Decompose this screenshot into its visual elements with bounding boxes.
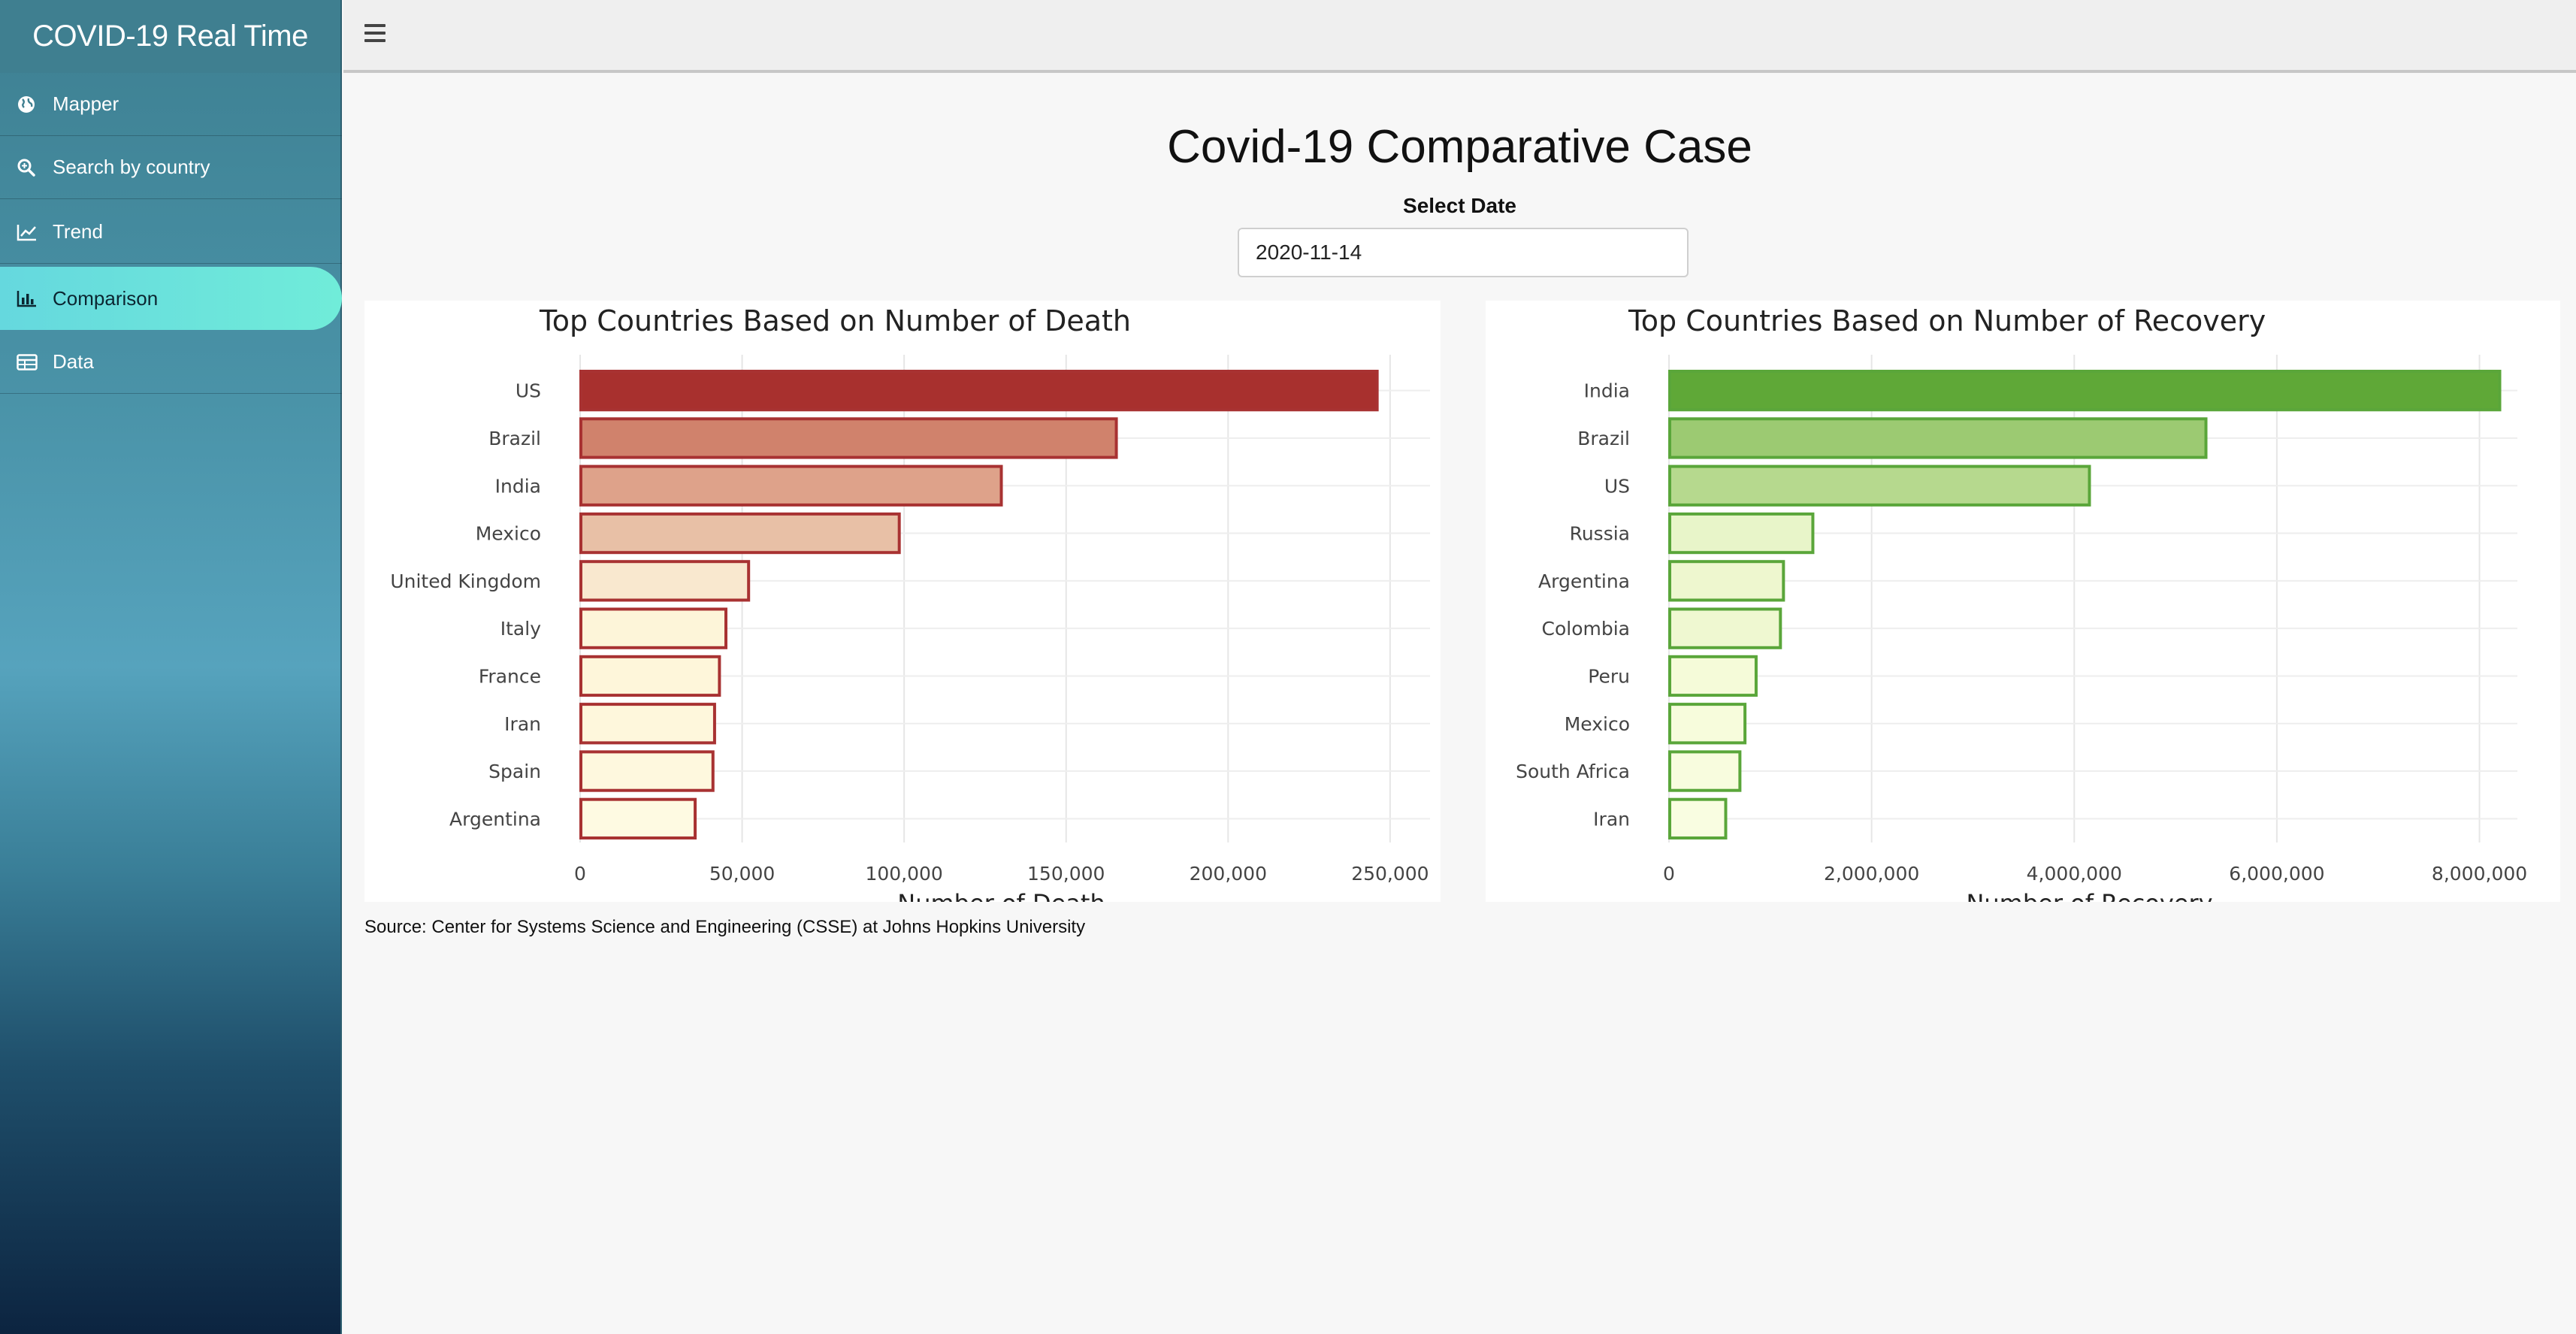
app-title: COVID-19 Real Time [0, 0, 340, 73]
bar[interactable] [1668, 417, 2208, 459]
bar[interactable] [579, 703, 716, 745]
chart-title: Top Countries Based on Number of Recover… [1628, 304, 2266, 337]
source-note: Source: Center for Systems Science and E… [364, 917, 1086, 937]
x-tick-label: 150,000 [1027, 863, 1105, 885]
bar[interactable] [1668, 370, 2502, 412]
search-icon [17, 158, 50, 177]
bar[interactable] [579, 750, 715, 792]
x-tick-label: 250,000 [1351, 863, 1429, 885]
x-tick-label: 2,000,000 [1824, 863, 1919, 885]
x-tick-label: 6,000,000 [2229, 863, 2324, 885]
category-label: Peru [1588, 665, 1630, 687]
category-label: India [495, 475, 541, 497]
sidebar-item-label: Trend [53, 220, 103, 243]
bar[interactable] [1668, 512, 1815, 555]
bar[interactable] [579, 797, 697, 840]
category-label: Russia [1570, 523, 1630, 545]
top-bar [343, 0, 2576, 73]
category-label: US [516, 380, 541, 402]
date-label: Select Date [1403, 194, 1516, 217]
category-label: Colombia [1542, 618, 1630, 640]
recovery-chart-svg: Top Countries Based on Number of Recover… [1516, 304, 2527, 902]
category-label: Iran [1593, 808, 1630, 830]
bar[interactable] [1668, 703, 1747, 745]
table-icon [17, 353, 50, 371]
category-label: Brazil [1577, 428, 1630, 449]
sidebar-item-trend[interactable]: Trend [0, 201, 342, 264]
category-label: United Kingdom [390, 570, 541, 592]
bar[interactable] [579, 370, 1379, 412]
category-label: France [479, 665, 541, 687]
category-label: India [1584, 380, 1630, 402]
bar[interactable] [1668, 607, 1782, 649]
death-chart: Top Countries Based on Number of Death US… [364, 301, 1441, 902]
x-axis-label: Number of Death [897, 889, 1105, 902]
bar[interactable] [579, 417, 1118, 459]
globe-icon [17, 95, 50, 114]
category-label: US [1604, 475, 1630, 497]
bar[interactable] [579, 655, 721, 697]
category-label: Italy [500, 618, 541, 640]
bar[interactable] [579, 607, 728, 649]
sidebar-item-label: Comparison [53, 286, 159, 310]
bar[interactable] [1668, 797, 1728, 840]
sidebar-item-search-by-country[interactable]: Search by country [0, 136, 342, 199]
sidebar-item-data[interactable]: Data [0, 331, 342, 394]
sidebar-item-mapper[interactable]: Mapper [0, 73, 342, 136]
bar[interactable] [579, 512, 901, 555]
line-chart-icon [17, 223, 50, 241]
category-label: Mexico [476, 523, 541, 545]
death-chart-svg: Top Countries Based on Number of Death US… [390, 304, 1430, 902]
sidebar-item-label: Search by country [53, 156, 210, 178]
chart-title: Top Countries Based on Number of Death [539, 304, 1131, 337]
x-tick-label: 8,000,000 [2432, 863, 2527, 885]
category-label: Argentina [1538, 570, 1630, 592]
bar[interactable] [1668, 464, 2091, 507]
bar[interactable] [579, 464, 1003, 507]
category-label: South Africa [1516, 761, 1630, 782]
bar-chart-icon [17, 289, 50, 307]
x-tick-label: 100,000 [865, 863, 942, 885]
category-label: Spain [488, 761, 541, 782]
x-axis-label: Number of Recovery [1966, 889, 2212, 902]
date-input[interactable] [1238, 228, 1689, 277]
sidebar-item-label: Mapper [53, 92, 119, 115]
recovery-chart: Top Countries Based on Number of Recover… [1486, 301, 2560, 902]
category-label: Argentina [449, 808, 541, 830]
bar[interactable] [579, 560, 751, 602]
sidebar: COVID-19 Real Time Mapper Search by coun… [0, 0, 342, 1334]
hamburger-icon[interactable] [364, 24, 385, 45]
category-label: Iran [504, 713, 541, 735]
category-label: Brazil [488, 428, 541, 449]
sidebar-item-comparison[interactable]: Comparison [0, 267, 342, 330]
x-tick-label: 200,000 [1190, 863, 1267, 885]
x-tick-label: 4,000,000 [2027, 863, 2122, 885]
x-tick-label: 0 [1663, 863, 1675, 885]
sidebar-item-label: Data [53, 350, 94, 373]
x-tick-label: 50,000 [709, 863, 775, 885]
bar[interactable] [1668, 655, 1758, 697]
page-title: Covid-19 Comparative Case [1167, 121, 1752, 173]
category-label: Mexico [1565, 713, 1630, 735]
x-tick-label: 0 [574, 863, 586, 885]
bar[interactable] [1668, 750, 1742, 792]
bar[interactable] [1668, 560, 1785, 602]
